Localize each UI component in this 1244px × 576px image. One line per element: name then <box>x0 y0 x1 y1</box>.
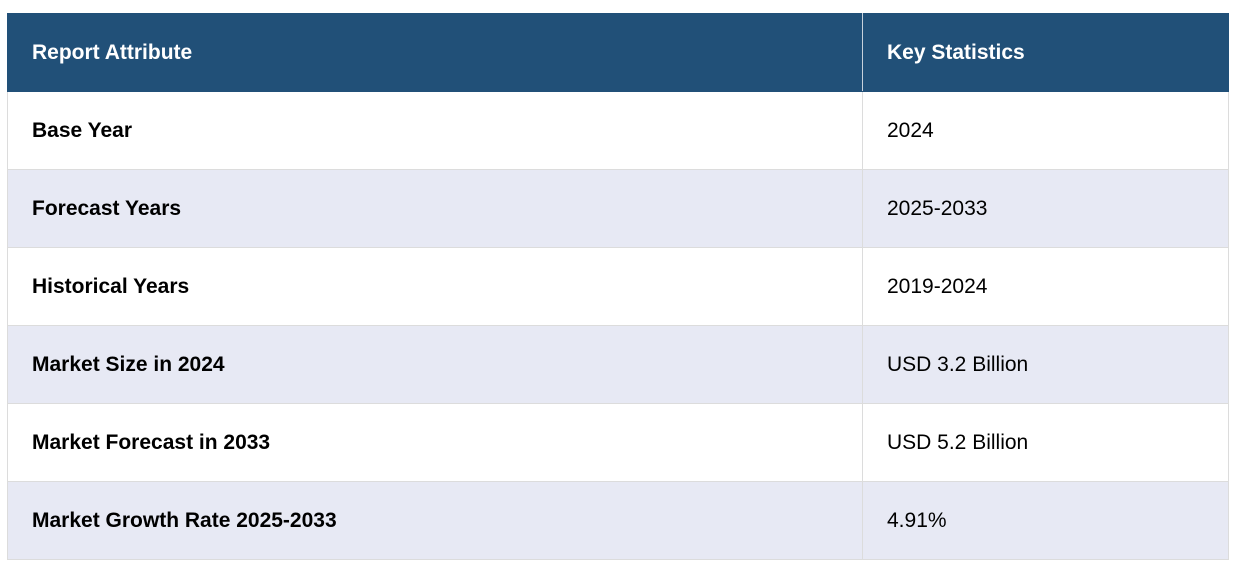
attribute-cell: Market Forecast in 2033 <box>7 403 863 482</box>
table-row: Market Size in 2024 USD 3.2 Billion <box>7 325 1229 404</box>
attribute-cell: Market Growth Rate 2025-2033 <box>7 481 863 560</box>
header-cell: Key Statistics <box>862 13 1229 92</box>
attribute-cell: Market Size in 2024 <box>7 325 863 404</box>
attribute-cell: Base Year <box>7 91 863 170</box>
table-row: Base Year 2024 <box>7 91 1229 170</box>
value-cell: 2019-2024 <box>862 247 1229 326</box>
value-cell: 2025-2033 <box>862 169 1229 248</box>
value-cell: USD 5.2 Billion <box>862 403 1229 482</box>
attribute-cell: Historical Years <box>7 247 863 326</box>
header-row: Report Attribute Key Statistics <box>7 13 1229 92</box>
attribute-cell: Forecast Years <box>7 169 863 248</box>
value-cell: 2024 <box>862 91 1229 170</box>
header-cell: Report Attribute <box>7 13 863 92</box>
table-row: Forecast Years 2025-2033 <box>7 169 1229 248</box>
value-cell: 4.91% <box>862 481 1229 560</box>
table-row: Historical Years 2019-2024 <box>7 247 1229 326</box>
stats-table: Report Attribute Key Statistics Base Year… <box>7 13 1229 560</box>
value-cell: USD 3.2 Billion <box>862 325 1229 404</box>
table-row: Market Forecast in 2033 USD 5.2 Billion <box>7 403 1229 482</box>
table-row: Market Growth Rate 2025-2033 4.91% <box>7 481 1229 560</box>
